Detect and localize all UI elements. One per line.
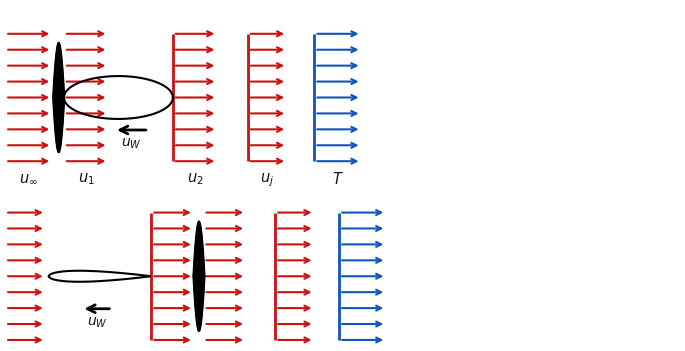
- Text: $u_\infty$: $u_\infty$: [19, 171, 38, 186]
- Text: $u_W$: $u_W$: [86, 315, 108, 330]
- Polygon shape: [193, 276, 205, 331]
- Polygon shape: [53, 98, 64, 153]
- Text: $u_1$: $u_1$: [77, 171, 95, 187]
- Text: $u_1$: $u_1$: [164, 350, 181, 351]
- Text: $u_j$: $u_j$: [260, 171, 275, 188]
- Text: $u_j$: $u_j$: [288, 350, 302, 351]
- Text: $u_2$: $u_2$: [187, 171, 203, 187]
- Circle shape: [195, 273, 203, 280]
- Text: $T$: $T$: [332, 171, 344, 187]
- Text: $u_2$: $u_2$: [216, 350, 233, 351]
- Text: $T$: $T$: [357, 350, 369, 351]
- Polygon shape: [193, 221, 205, 276]
- Circle shape: [55, 94, 62, 101]
- Polygon shape: [53, 42, 64, 98]
- Text: $u_W$: $u_W$: [121, 137, 142, 151]
- Text: $u_\infty$: $u_\infty$: [16, 350, 35, 351]
